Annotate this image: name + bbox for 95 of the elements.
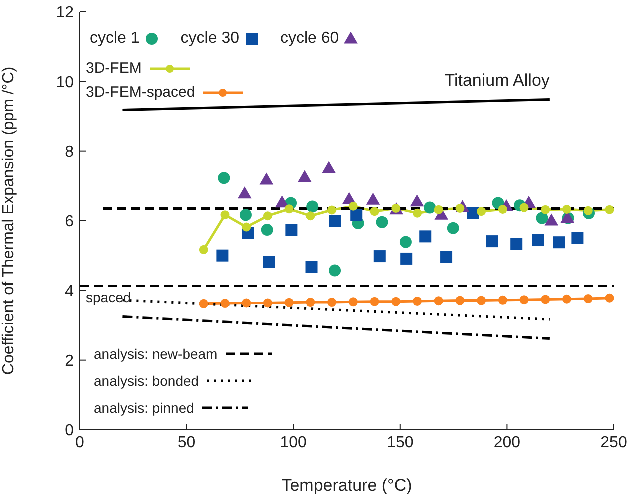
point — [584, 206, 593, 216]
ref-line-label: spaced — [86, 289, 132, 306]
point — [263, 298, 272, 308]
y-tick-label: 0 — [65, 422, 74, 440]
series-label: Titanium Alloy — [444, 70, 550, 90]
point — [376, 216, 388, 228]
point — [605, 205, 614, 214]
legend-label: analysis: new-beam — [94, 346, 218, 362]
point — [456, 296, 465, 306]
point — [261, 224, 274, 236]
point — [400, 252, 413, 265]
point — [242, 298, 252, 308]
point — [242, 222, 252, 232]
point — [532, 234, 544, 247]
point — [366, 192, 380, 205]
point — [536, 212, 548, 224]
point — [284, 298, 294, 308]
point — [238, 186, 252, 199]
point — [306, 212, 316, 221]
point — [286, 224, 298, 236]
point — [544, 214, 559, 226]
point — [605, 294, 614, 303]
point — [498, 205, 508, 214]
point — [477, 296, 486, 306]
point — [434, 205, 444, 214]
point — [510, 238, 523, 250]
point — [329, 215, 342, 227]
point — [370, 207, 380, 216]
y-axis-title: Coefficient of Thermal Expansion (ppm /°C) — [0, 66, 18, 376]
point — [220, 299, 230, 308]
point — [424, 202, 436, 214]
point — [306, 261, 318, 274]
point — [306, 298, 316, 308]
y-tick-label: 6 — [65, 214, 74, 231]
point — [370, 297, 380, 306]
point — [498, 296, 508, 305]
point — [328, 298, 337, 308]
x-tick-label: 50 — [178, 434, 196, 452]
point — [329, 264, 342, 277]
point — [218, 172, 230, 184]
point — [562, 294, 572, 304]
point — [412, 208, 422, 218]
legend-label: cycle 30 — [180, 30, 240, 48]
legend-label: cycle 60 — [280, 30, 340, 48]
point — [477, 207, 486, 216]
x-axis-title: Temperature (°C) — [282, 476, 412, 495]
point — [199, 299, 208, 308]
point — [572, 232, 584, 244]
point — [400, 236, 412, 248]
point — [434, 296, 444, 306]
x-tick-label: 250 — [600, 434, 628, 452]
point — [328, 206, 337, 215]
legend-label: 3D-FEM — [86, 60, 142, 77]
point — [263, 256, 276, 268]
legend-label: analysis: pinned — [94, 400, 194, 416]
point — [260, 172, 274, 185]
point — [263, 212, 272, 221]
point — [486, 236, 498, 248]
point — [553, 236, 566, 249]
y-tick-label: 10 — [56, 74, 74, 92]
point — [348, 202, 358, 211]
point — [520, 203, 529, 212]
y-tick-label: 4 — [65, 283, 74, 300]
point — [541, 205, 550, 214]
y-tick-label: 2 — [65, 353, 74, 370]
point — [350, 209, 363, 222]
point — [348, 298, 358, 307]
point — [520, 296, 529, 305]
point — [298, 170, 312, 182]
legend-label: 3D-FEM-spaced — [86, 84, 196, 101]
point — [541, 295, 550, 304]
y-tick-label: 12 — [56, 4, 74, 22]
point — [374, 250, 386, 263]
legend-label: cycle 1 — [90, 30, 140, 48]
point — [562, 205, 572, 214]
point — [240, 209, 252, 222]
point — [306, 200, 319, 213]
x-tick-label: 100 — [280, 434, 308, 452]
point — [447, 222, 460, 234]
point — [584, 294, 593, 304]
point — [220, 210, 230, 220]
x-tick-label: 150 — [387, 434, 414, 452]
point — [322, 161, 336, 174]
x-tick-label: 200 — [494, 434, 521, 452]
y-tick-label: 8 — [65, 144, 74, 162]
legend-label: analysis: bonded — [94, 373, 200, 389]
point — [275, 196, 290, 208]
point — [410, 194, 424, 207]
point — [216, 250, 229, 262]
point — [440, 251, 453, 264]
point — [392, 297, 401, 306]
point — [284, 204, 294, 214]
point — [412, 296, 422, 306]
point — [420, 230, 432, 243]
point — [199, 245, 208, 254]
